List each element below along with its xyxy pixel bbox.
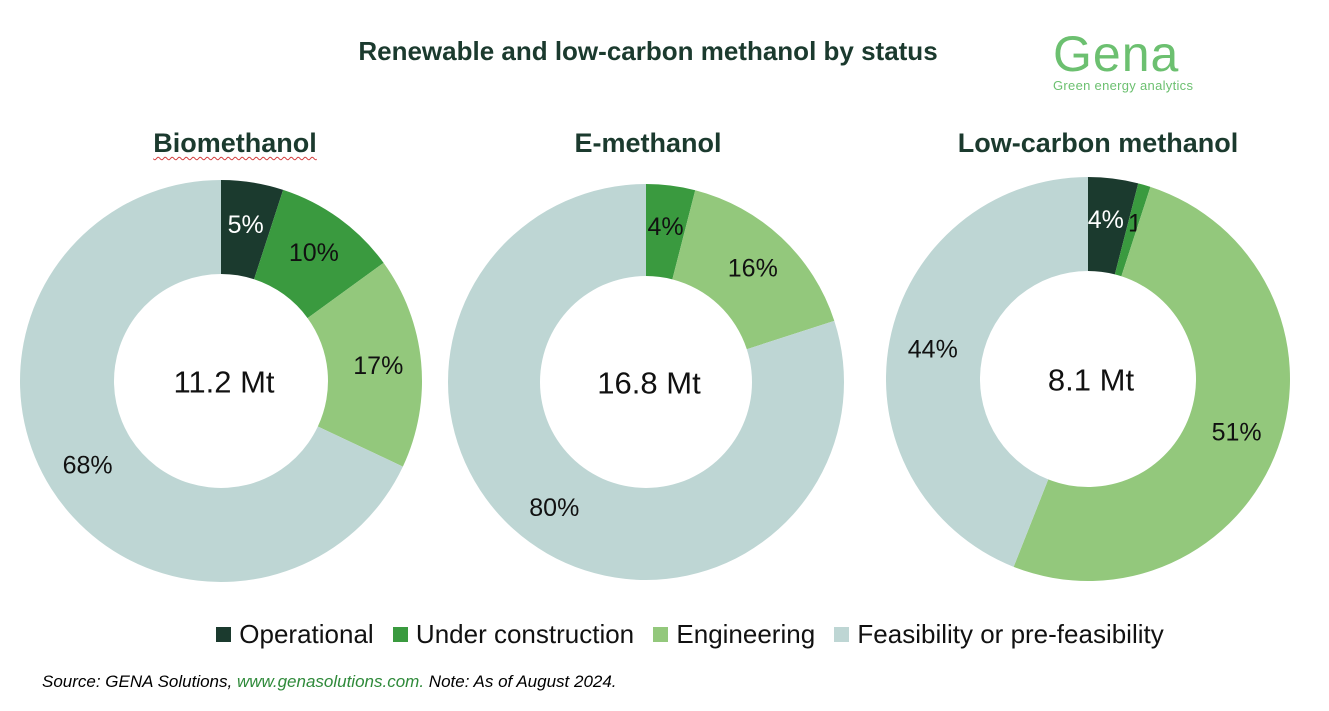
data-label-biomethanol-2: 17% xyxy=(353,352,403,380)
data-label-e-methanol-1: 4% xyxy=(647,213,683,241)
logo-wordmark: Gena xyxy=(1053,26,1180,82)
legend-label: Feasibility or pre-feasibility xyxy=(857,619,1164,649)
center-total-low-carbon-methanol: 8.1 Mt xyxy=(1048,363,1135,398)
legend-item-engineering: Engineering xyxy=(653,619,815,650)
center-total-biomethanol: 11.2 Mt xyxy=(173,365,274,400)
data-label-e-methanol-3: 80% xyxy=(529,494,579,522)
source-suffix: Note: As of August 2024. xyxy=(424,672,617,691)
data-label-low-carbon-methanol-2: 51% xyxy=(1212,419,1262,447)
slice-low-carbon-methanol-engineering xyxy=(1013,186,1290,582)
data-label-low-carbon-methanol-3: 44% xyxy=(908,335,958,363)
source-link[interactable]: www.genasolutions.com. xyxy=(236,672,425,691)
slice-biomethanol-operational xyxy=(221,180,284,280)
slice-low-carbon-methanol-operational xyxy=(1088,177,1139,275)
gena-logo: Gena Green energy analytics xyxy=(1053,28,1223,93)
chart-legend: Operational Under construction Engineeri… xyxy=(0,618,1329,650)
slice-biomethanol-feasibility-or-pre-feasibility xyxy=(19,180,403,582)
source-note: Source: GENA Solutions, www.genasolution… xyxy=(42,672,617,692)
legend-swatch xyxy=(216,627,232,642)
source-prefix: Source: GENA Solutions, xyxy=(42,672,237,691)
chart-main-title: Renewable and low-carbon methanol by sta… xyxy=(358,36,938,66)
legend-swatch xyxy=(834,627,850,642)
donut-title-e-methanol: E-methanol xyxy=(574,128,722,158)
slice-e-methanol-under-construction xyxy=(646,184,696,280)
slice-biomethanol-under-construction xyxy=(254,189,384,319)
legend-label: Operational xyxy=(239,619,374,649)
data-label-e-methanol-2: 16% xyxy=(728,254,778,282)
center-total-e-methanol: 16.8 Mt xyxy=(597,366,701,401)
legend-swatch xyxy=(392,627,408,642)
logo-tagline: Green energy analytics xyxy=(1053,78,1194,93)
slice-biomethanol-engineering xyxy=(307,262,423,467)
data-label-biomethanol-1: 10% xyxy=(289,239,339,267)
slice-e-methanol-feasibility-or-pre-feasibility xyxy=(447,184,845,580)
slice-low-carbon-methanol-under-construction xyxy=(1114,183,1151,277)
donut-title-low-carbon-methanol: Low-carbon methanol xyxy=(957,128,1239,158)
legend-item-under-construction: Under construction xyxy=(392,619,635,650)
data-label-biomethanol-0: 5% xyxy=(228,211,264,239)
data-label-low-carbon-methanol-0: 4% xyxy=(1088,206,1124,234)
donut-title-biomethanol: Biomethanol xyxy=(153,128,317,158)
legend-item-operational: Operational xyxy=(216,619,374,650)
legend-swatch xyxy=(653,627,669,642)
legend-label: Under construction xyxy=(415,619,635,649)
legend-label: Engineering xyxy=(676,619,816,649)
data-label-biomethanol-3: 68% xyxy=(63,452,113,480)
legend-item-feasibility: Feasibility or pre-feasibility xyxy=(834,619,1164,650)
slice-low-carbon-methanol-feasibility-or-pre-feasibility xyxy=(885,177,1088,567)
slice-e-methanol-engineering xyxy=(672,190,835,350)
